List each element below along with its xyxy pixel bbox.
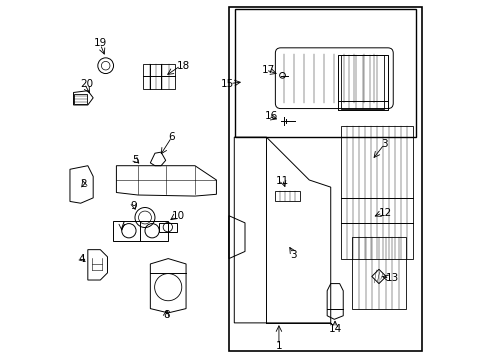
Text: 5: 5	[132, 156, 139, 165]
Text: 14: 14	[328, 324, 342, 334]
Text: 10: 10	[172, 211, 185, 221]
Text: 7: 7	[118, 221, 125, 231]
Text: 17: 17	[262, 65, 275, 75]
Text: 8: 8	[163, 310, 170, 320]
Bar	[342, 126, 413, 258]
Text: 12: 12	[379, 208, 392, 218]
Bar	[229, 7, 422, 351]
Text: 19: 19	[94, 38, 107, 48]
Text: 1: 1	[275, 342, 282, 351]
Bar	[352, 237, 406, 309]
Text: 4: 4	[79, 254, 86, 264]
Text: 3: 3	[381, 139, 388, 149]
Text: 2: 2	[80, 179, 87, 189]
Text: 3: 3	[290, 249, 296, 260]
Text: 11: 11	[276, 176, 289, 186]
Text: 18: 18	[177, 61, 191, 71]
Text: 6: 6	[168, 132, 175, 142]
Bar	[275, 191, 300, 202]
Text: 15: 15	[220, 78, 234, 89]
Text: 16: 16	[265, 111, 278, 121]
Bar	[235, 9, 416, 137]
Text: 13: 13	[386, 273, 399, 283]
Bar	[342, 55, 384, 109]
Text: 20: 20	[81, 78, 94, 89]
Bar	[143, 64, 175, 89]
Text: 9: 9	[131, 201, 137, 211]
Bar	[74, 94, 87, 104]
